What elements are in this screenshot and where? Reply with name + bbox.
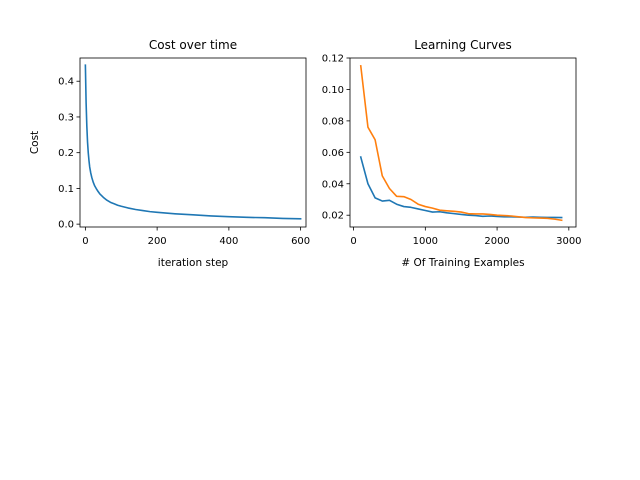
cost-chart-y-ticks: 0.0 0.1 0.2 0.3 0.4 — [58, 77, 80, 231]
cost-chart-lines — [84, 64, 302, 220]
cost-chart-x-tick-label: 600 — [291, 236, 310, 247]
learning-curves-chart-x-tick-label: 1000 — [413, 236, 438, 247]
cost-chart-y-tick-label: 0.2 — [58, 148, 74, 159]
learning-curves-chart-title: Learning Curves — [414, 38, 512, 52]
cost-chart-series-0-line — [84, 64, 302, 220]
learning-curves-chart-x-tick-label: 3000 — [556, 236, 581, 247]
cost-chart-x-tick-label: 0 — [82, 236, 88, 247]
cost-chart-x-label: iteration step — [158, 257, 229, 269]
cost-chart-y-tick-label: 0.3 — [58, 112, 74, 123]
learning-curves-chart-y-tick-label: 0.02 — [322, 211, 344, 222]
learning-curves-chart-x-tick-label: 0 — [350, 236, 356, 247]
learning-curves-chart-y-tick-label: 0.12 — [322, 54, 344, 65]
cost-chart-title: Cost over time — [149, 38, 237, 52]
learning-curves-chart-series-1-line — [359, 64, 563, 222]
learning-curves-chart-lines — [359, 64, 563, 222]
learning-curves-chart-y-tick-label: 0.04 — [322, 179, 344, 190]
cost-chart-y-tick-label: 0.0 — [58, 220, 74, 231]
learning-curves-chart-x-tick-label: 2000 — [484, 236, 509, 247]
learning-curves-chart: Learning Curves 0 1000 2000 3000 0.020.040.… — [322, 38, 582, 269]
cost-chart: Cost over time 0 200 400 600 0.00.10.20.30.… — [29, 38, 310, 269]
cost-chart-x-ticks: 0 200 400 600 — [82, 227, 310, 247]
learning-curves-chart-x-ticks: 0 1000 2000 3000 — [350, 227, 582, 247]
learning-curves-chart-x-label: # Of Training Examples — [401, 257, 524, 269]
learning-curves-chart-frame — [349, 57, 577, 228]
learning-curves-chart-y-tick-label: 0.10 — [322, 85, 344, 96]
learning-curves-chart-y-tick-label: 0.06 — [322, 148, 344, 159]
cost-chart-x-tick-label: 200 — [148, 236, 167, 247]
cost-chart-y-tick-label: 0.4 — [58, 77, 74, 88]
cost-chart-y-tick-label: 0.1 — [58, 184, 74, 195]
cost-chart-frame — [79, 57, 307, 228]
learning-curves-chart-y-tick-label: 0.08 — [322, 116, 344, 127]
learning-curves-chart-y-ticks: 0.02 0.04 0.06 0.08 0.10 0.12 — [322, 54, 350, 222]
cost-chart-y-label: Cost — [29, 131, 41, 154]
cost-chart-x-tick-label: 400 — [219, 236, 238, 247]
